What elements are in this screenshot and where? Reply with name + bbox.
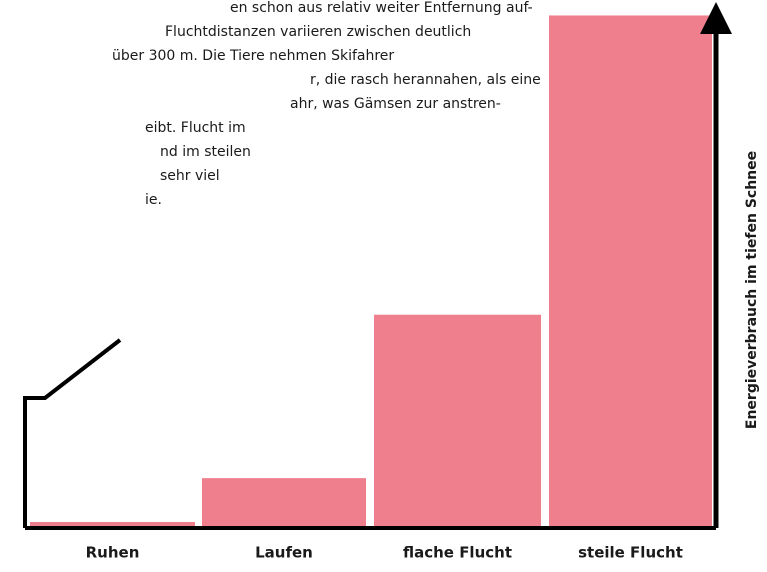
annotation-line: en schon aus relativ weiter Entfernung a… [230,0,533,16]
annotation-text: en schon aus relativ weiter Entfernung a… [112,0,541,208]
bars [30,15,712,528]
annotation-line: r, die rasch herannahen, als eine [310,72,541,88]
annotation-line: ahr, was Gämsen zur anstren- [290,96,501,112]
annotation-line: nd im steilen [160,144,251,160]
annotation-line: über 300 m. Die Tiere nehmen Skifahrer [112,48,394,64]
annotation-line: ie. [145,192,162,208]
x-tick-label: Laufen [255,544,313,562]
x-tick-label: Ruhen [86,544,140,562]
x-tick-label: steile Flucht [578,544,683,562]
bar [202,478,366,528]
chart: en schon aus relativ weiter Entfernung a… [0,0,767,568]
annotation-line: eibt. Flucht im [145,120,246,136]
y-axis-label: Energieverbrauch im tiefen Schnee [744,151,760,429]
annotation-line: sehr viel [160,168,220,184]
terrain-outline [25,340,120,528]
x-tick-label: flache Flucht [403,544,512,562]
bar [549,15,712,528]
bar [374,315,541,528]
annotation-line: Fluchtdistanzen variieren zwischen deutl… [165,24,471,40]
